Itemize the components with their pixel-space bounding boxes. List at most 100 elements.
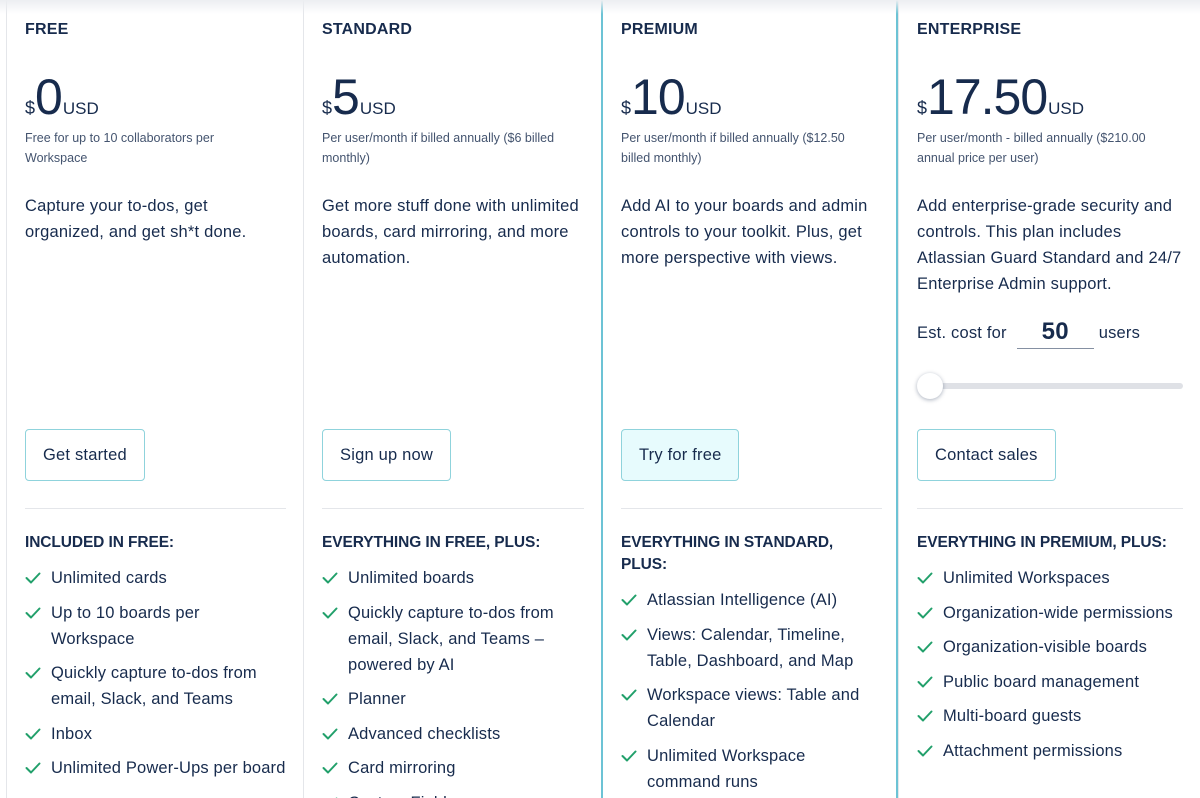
divider	[25, 508, 286, 509]
feature-text: Inbox	[51, 724, 93, 743]
estimate-label: Est. cost for	[917, 324, 1007, 342]
feature-text: Up to 10 boards per Workspace	[51, 603, 200, 648]
feature-item: Unlimited Workspace command runs	[621, 743, 882, 795]
plan-column: ENTERPRISE $17.50 USD Per user/month - bill…	[898, 0, 1200, 798]
check-icon	[25, 667, 41, 679]
price-amount: 5	[332, 69, 360, 125]
plan-column: FREE $0 USD Free for up to 10 collaborators…	[6, 0, 303, 798]
feature-item: Organization-wide permissions	[917, 600, 1183, 626]
currency: $	[322, 98, 333, 118]
check-icon	[322, 762, 338, 774]
feature-item: Custom Fields	[322, 790, 584, 798]
cta-button[interactable]: Contact sales	[917, 429, 1056, 481]
features-heading: EVERYTHING IN STANDARD, PLUS:	[621, 534, 834, 573]
price-note: Per user/month if billed annually ($6 bi…	[322, 131, 555, 165]
check-icon	[25, 607, 41, 618]
feature-text: Card mirroring	[348, 759, 456, 777]
feature-text: Public board management	[943, 672, 1140, 691]
slider-track	[917, 383, 1183, 389]
plan-price: $10 USD	[621, 70, 722, 124]
feature-text: Unlimited boards	[348, 569, 475, 587]
feature-item: Public board management	[917, 669, 1183, 695]
check-icon	[322, 728, 338, 739]
feature-text: Multi-board guests	[943, 707, 1082, 725]
feature-text: Atlassian Intelligence (AI)	[647, 591, 838, 609]
check-icon	[917, 710, 933, 722]
feature-item: Quickly capture to-dos from email, Slack…	[25, 660, 286, 712]
check-icon	[25, 728, 41, 739]
plan-description: Capture your to-dos, get organized, and …	[25, 197, 247, 241]
feature-text: Quickly capture to-dos from email, Slack…	[51, 664, 257, 708]
feature-text: Planner	[348, 690, 406, 708]
plan-name: STANDARD	[322, 21, 413, 38]
feature-text: Quickly capture to-dos from email, Slack…	[348, 603, 554, 674]
currency: $	[25, 98, 36, 118]
price-note: Free for up to 10 collaborators per Work…	[25, 131, 214, 165]
plan-price: $17.50 USD	[917, 70, 1084, 124]
feature-text: Custom Fields	[348, 794, 455, 798]
check-icon	[621, 750, 637, 761]
features-heading: EVERYTHING IN PREMIUM, PLUS:	[917, 534, 1167, 551]
currency: $	[917, 98, 928, 118]
check-icon	[322, 607, 338, 618]
feature-text: Organization-wide permissions	[943, 603, 1173, 622]
check-icon	[621, 629, 637, 640]
feature-list: Unlimited cards Up to 10 boards per Works…	[25, 565, 286, 790]
users-slider[interactable]	[917, 372, 1183, 400]
feature-item: Advanced checklists	[322, 721, 584, 747]
plan-column: STANDARD $5 USD Per user/month if billed an…	[303, 0, 601, 798]
features-heading: INCLUDED IN FREE:	[25, 534, 174, 551]
feature-item: Organization-visible boards	[917, 634, 1183, 660]
plan-description: Add enterprise-grade security and contro…	[917, 197, 1182, 293]
feature-item: Planner	[322, 686, 584, 712]
feature-text: Unlimited Workspace command runs	[647, 746, 806, 791]
feature-list: Unlimited Workspaces Organization-wide pe…	[917, 565, 1183, 772]
cta-button[interactable]: Sign up now	[322, 429, 452, 481]
users-input[interactable]: 50	[1016, 318, 1094, 349]
feature-item: Unlimited cards	[25, 565, 286, 591]
plan-name: PREMIUM	[621, 21, 698, 38]
feature-list: Unlimited boards Quickly capture to-dos f…	[322, 565, 584, 798]
check-icon	[621, 594, 637, 606]
check-icon	[322, 693, 338, 705]
feature-item: Attachment permissions	[917, 738, 1183, 764]
feature-item: Inbox	[25, 721, 286, 747]
price-unit: USD	[62, 99, 99, 118]
feature-item: Quickly capture to-dos from email, Slack…	[322, 600, 584, 678]
plan-description: Add AI to your boards and admin controls…	[621, 197, 868, 267]
feature-text: Workspace views: Table and Calendar	[647, 686, 860, 730]
plan-price: $5 USD	[322, 70, 396, 124]
cta-button[interactable]: Try for free	[621, 429, 740, 481]
feature-text: Attachment permissions	[943, 741, 1123, 760]
check-icon	[621, 689, 637, 701]
slider-knob[interactable]	[917, 373, 943, 399]
check-icon	[322, 572, 338, 584]
feature-item: Unlimited Workspaces	[917, 565, 1183, 591]
price-amount: 0	[35, 69, 63, 125]
feature-item: Atlassian Intelligence (AI)	[621, 587, 882, 613]
plan-price: $0 USD	[25, 70, 99, 124]
feature-text: Unlimited cards	[51, 569, 167, 587]
price-unit: USD	[685, 99, 722, 118]
feature-item: Up to 10 boards per Workspace	[25, 600, 286, 652]
check-icon	[917, 676, 933, 687]
divider	[322, 508, 584, 509]
feature-item: Views: Calendar, Timeline, Table, Dashbo…	[621, 622, 882, 674]
price-note: Per user/month - billed annually ($210.0…	[917, 131, 1146, 165]
feature-text: Unlimited Power-Ups per board	[51, 759, 286, 777]
plan-name: ENTERPRISE	[917, 21, 1022, 38]
check-icon	[917, 607, 933, 618]
feature-item: Workspace views: Table and Calendar	[621, 682, 882, 734]
cta-button[interactable]: Get started	[25, 429, 145, 481]
check-icon	[917, 641, 933, 653]
feature-list: Atlassian Intelligence (AI) Views: Calend…	[621, 587, 882, 798]
feature-item: Card mirroring	[322, 755, 584, 781]
plan-name: FREE	[25, 21, 69, 38]
feature-item: Multi-board guests	[917, 703, 1183, 729]
check-icon	[917, 572, 933, 584]
check-icon	[25, 572, 41, 584]
price-note: Per user/month if billed annually ($12.5…	[621, 131, 845, 165]
feature-text: Unlimited Workspaces	[943, 569, 1110, 587]
plan-description: Get more stuff done with unlimited board…	[322, 197, 579, 267]
